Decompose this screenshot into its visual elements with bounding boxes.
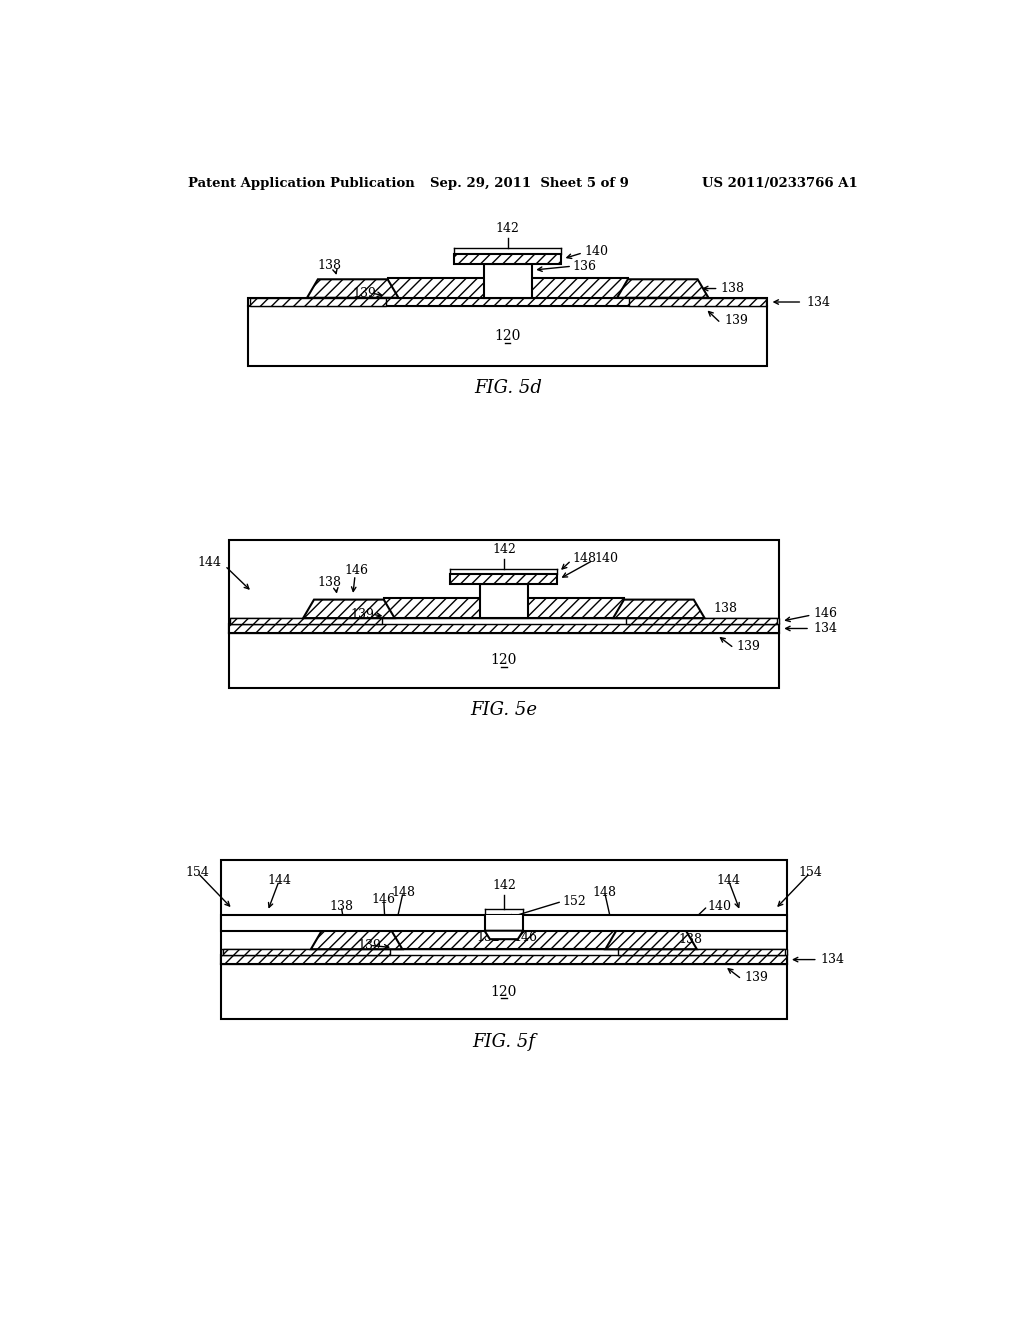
Bar bbox=[228, 632, 779, 688]
Text: 139: 139 bbox=[744, 972, 768, 985]
Bar bbox=[228, 624, 779, 632]
Bar bbox=[480, 585, 528, 618]
Text: 134: 134 bbox=[813, 622, 837, 635]
Text: 144: 144 bbox=[267, 874, 291, 887]
Bar bbox=[230, 618, 382, 624]
Text: 144: 144 bbox=[717, 874, 740, 887]
Text: 139: 139 bbox=[736, 640, 760, 653]
Text: 152: 152 bbox=[562, 895, 586, 908]
Text: 120: 120 bbox=[490, 985, 517, 998]
Polygon shape bbox=[605, 931, 697, 949]
Bar bbox=[248, 298, 767, 306]
Polygon shape bbox=[307, 280, 398, 298]
Text: 138: 138 bbox=[329, 899, 353, 912]
Text: 120: 120 bbox=[490, 653, 517, 668]
Text: 132: 132 bbox=[492, 599, 516, 612]
Text: 146: 146 bbox=[514, 931, 538, 944]
Text: 139: 139 bbox=[350, 607, 374, 620]
Text: 142: 142 bbox=[492, 543, 516, 556]
Bar bbox=[250, 298, 386, 306]
Polygon shape bbox=[613, 599, 705, 618]
Bar bbox=[221, 859, 786, 964]
Bar bbox=[221, 915, 786, 931]
Bar bbox=[451, 574, 557, 585]
Bar bbox=[617, 949, 785, 956]
Bar bbox=[384, 598, 624, 618]
Bar bbox=[221, 964, 786, 1019]
Text: 146: 146 bbox=[813, 607, 837, 620]
Text: 136: 136 bbox=[572, 260, 596, 273]
Text: 134: 134 bbox=[806, 296, 830, 309]
Bar bbox=[228, 540, 779, 632]
Text: Patent Application Publication: Patent Application Publication bbox=[188, 177, 415, 190]
Text: 142: 142 bbox=[492, 879, 516, 892]
Text: 140: 140 bbox=[595, 552, 618, 565]
Text: 120: 120 bbox=[495, 329, 521, 343]
Text: 148: 148 bbox=[391, 886, 415, 899]
Bar bbox=[221, 956, 786, 964]
Text: 139: 139 bbox=[352, 286, 376, 300]
Bar bbox=[388, 277, 628, 298]
Bar bbox=[455, 253, 561, 264]
Text: 140: 140 bbox=[585, 244, 608, 257]
Text: 139: 139 bbox=[725, 314, 749, 326]
Bar bbox=[228, 624, 779, 632]
Text: 132: 132 bbox=[496, 279, 520, 292]
Bar bbox=[484, 915, 523, 931]
Bar bbox=[222, 949, 390, 956]
Text: 146: 146 bbox=[345, 564, 369, 577]
Bar bbox=[221, 949, 786, 956]
Bar bbox=[626, 618, 777, 624]
Text: 134: 134 bbox=[821, 953, 845, 966]
Text: 154: 154 bbox=[798, 866, 822, 879]
Text: 139: 139 bbox=[357, 939, 382, 952]
Text: 132: 132 bbox=[476, 931, 501, 944]
Text: 144: 144 bbox=[197, 556, 221, 569]
Text: 146: 146 bbox=[372, 894, 395, 907]
Text: 138: 138 bbox=[721, 282, 744, 296]
Polygon shape bbox=[617, 280, 709, 298]
Bar bbox=[483, 264, 531, 298]
Text: FIG. 5e: FIG. 5e bbox=[470, 701, 538, 718]
Text: 142: 142 bbox=[496, 222, 520, 235]
Bar bbox=[630, 298, 766, 306]
Text: 148: 148 bbox=[572, 552, 597, 565]
Text: 154: 154 bbox=[185, 866, 210, 879]
Bar bbox=[391, 929, 616, 949]
Text: 138: 138 bbox=[317, 576, 341, 589]
Bar bbox=[248, 306, 767, 367]
Text: Sep. 29, 2011  Sheet 5 of 9: Sep. 29, 2011 Sheet 5 of 9 bbox=[430, 177, 629, 190]
Text: US 2011/0233766 A1: US 2011/0233766 A1 bbox=[701, 177, 857, 190]
Text: FIG. 5f: FIG. 5f bbox=[472, 1034, 536, 1051]
Text: 140: 140 bbox=[708, 899, 732, 912]
Text: 138: 138 bbox=[678, 933, 702, 946]
Polygon shape bbox=[303, 599, 394, 618]
Text: 138: 138 bbox=[713, 602, 737, 615]
Bar bbox=[228, 618, 779, 624]
Text: 148: 148 bbox=[593, 886, 616, 899]
Text: FIG. 5d: FIG. 5d bbox=[474, 379, 542, 397]
Polygon shape bbox=[311, 931, 402, 949]
Bar bbox=[221, 956, 786, 964]
Polygon shape bbox=[484, 931, 523, 940]
Text: 138: 138 bbox=[317, 259, 341, 272]
